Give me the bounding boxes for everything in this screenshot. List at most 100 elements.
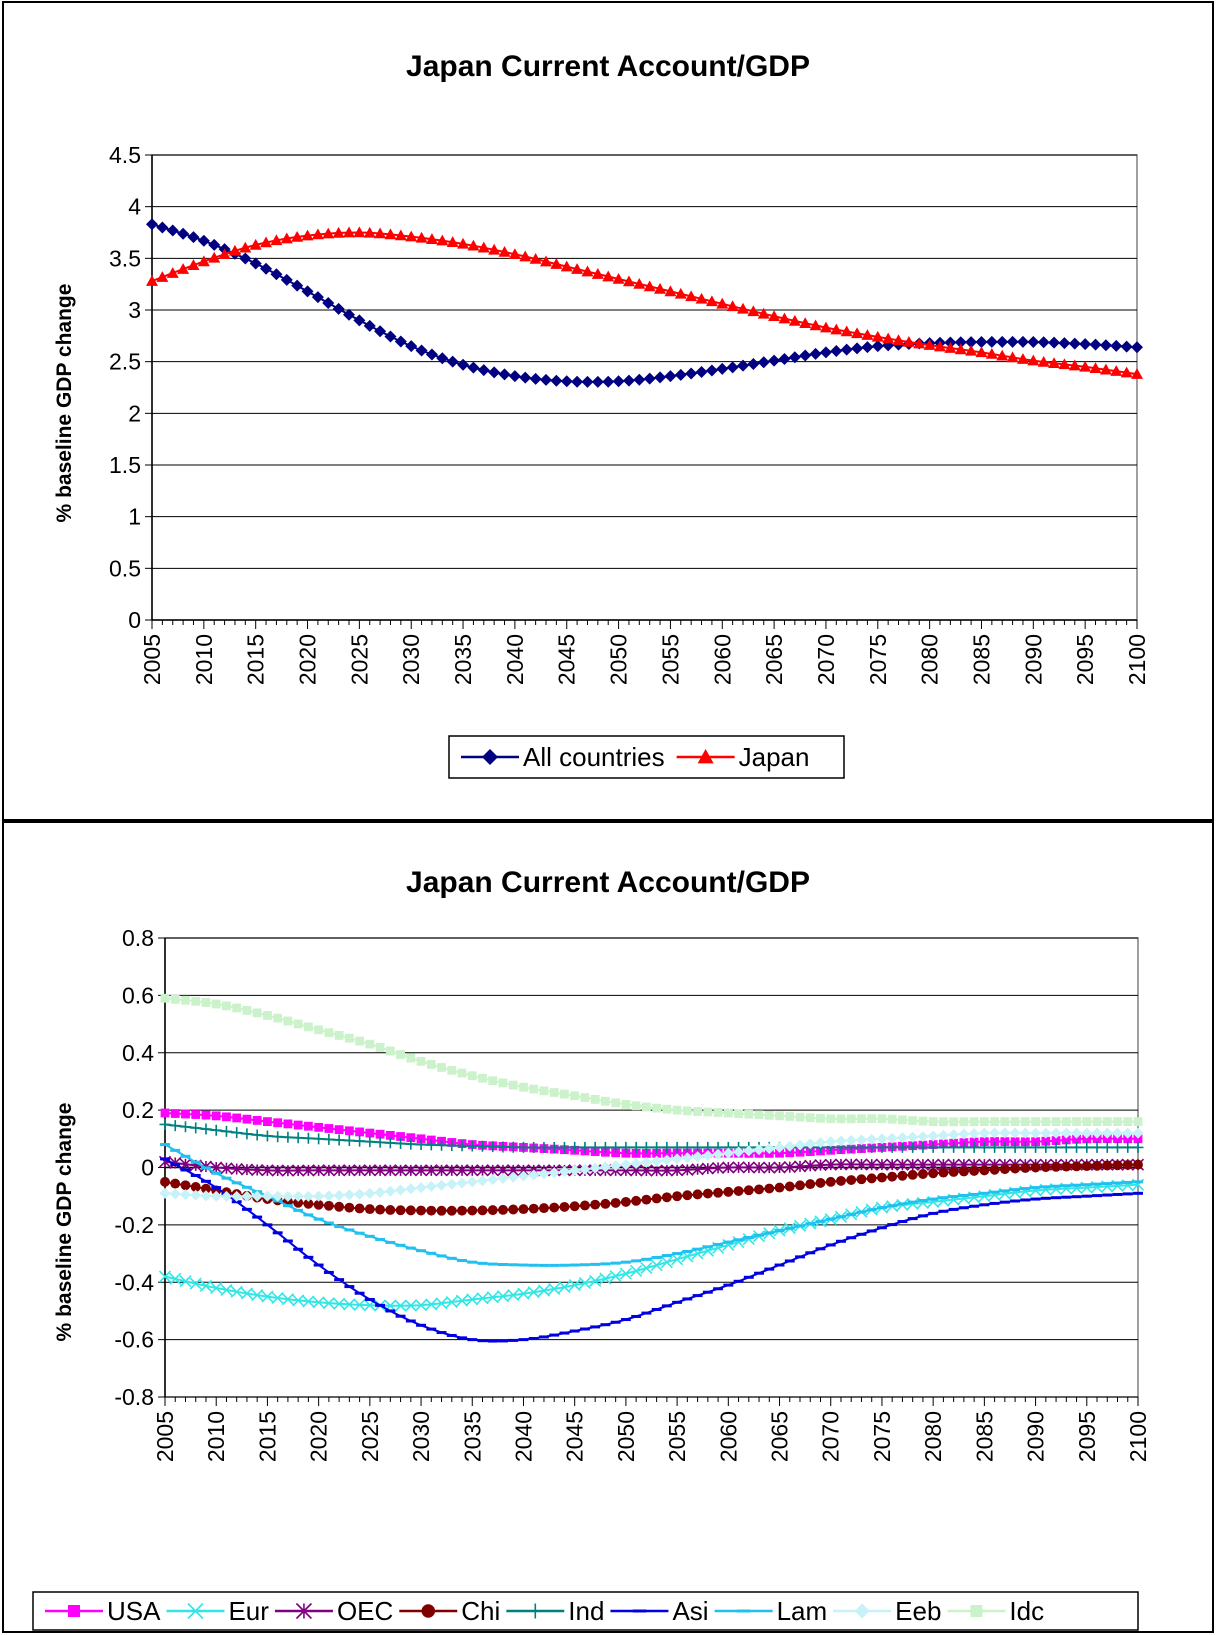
data-point <box>876 1226 887 1230</box>
data-point <box>692 1247 703 1251</box>
data-point <box>498 1204 508 1215</box>
data-point <box>416 1249 427 1253</box>
data-point <box>558 1281 571 1294</box>
data-point <box>156 221 169 234</box>
data-point <box>519 1082 528 1092</box>
data-point <box>1050 1141 1062 1153</box>
data-point <box>589 1274 602 1287</box>
data-point <box>737 302 749 314</box>
data-point <box>457 1068 467 1078</box>
data-point <box>916 1158 929 1171</box>
data-point <box>177 263 190 274</box>
data-point <box>415 344 428 357</box>
data-point <box>650 1164 663 1177</box>
data-point <box>261 1190 273 1202</box>
data-point <box>671 1164 684 1177</box>
data-point <box>477 364 490 377</box>
legend-item-OEC: OEC <box>274 1596 393 1626</box>
data-point <box>231 1181 242 1185</box>
data-point <box>1019 1141 1031 1153</box>
data-point <box>579 1327 590 1331</box>
data-point <box>344 1202 355 1213</box>
data-point <box>323 1270 334 1274</box>
data-point <box>1132 1127 1144 1139</box>
data-point <box>855 1134 867 1146</box>
data-point <box>569 1201 580 1212</box>
data-point <box>917 1131 929 1143</box>
data-point <box>365 1128 375 1138</box>
data-point <box>313 1217 324 1221</box>
data-point <box>323 1200 334 1211</box>
data-point <box>975 336 988 349</box>
data-point <box>385 1046 395 1056</box>
data-point <box>1081 1194 1092 1198</box>
data-point <box>374 325 387 338</box>
data-point <box>569 1141 581 1153</box>
data-point <box>446 236 459 247</box>
y-tick-label: -0.2 <box>114 1212 154 1238</box>
data-point <box>744 1109 754 1119</box>
legend-item-USA: USA <box>45 1596 161 1626</box>
data-point <box>282 1239 293 1243</box>
data-point <box>436 234 449 246</box>
data-point <box>630 1157 642 1169</box>
data-point <box>293 1197 304 1208</box>
data-point <box>282 1190 294 1202</box>
data-point <box>631 1314 642 1318</box>
data-point <box>825 1136 837 1148</box>
data-point <box>1092 1182 1102 1186</box>
data-point <box>291 230 304 242</box>
data-point <box>170 1109 180 1118</box>
data-point <box>218 248 231 260</box>
data-point <box>249 257 262 270</box>
data-point <box>938 1196 949 1200</box>
data-point <box>1030 1141 1042 1153</box>
data-point <box>334 1201 345 1212</box>
x-tick-label: 2060 <box>715 1411 741 1462</box>
data-point <box>311 228 324 240</box>
data-point <box>353 1164 366 1177</box>
data-point <box>928 1211 939 1215</box>
data-point <box>999 1141 1011 1153</box>
data-point <box>1113 1117 1122 1126</box>
data-point <box>156 271 169 282</box>
data-point <box>1133 1191 1143 1195</box>
data-point <box>664 370 677 383</box>
data-point <box>478 1073 487 1083</box>
data-point <box>652 1103 662 1113</box>
data-point <box>529 253 542 264</box>
data-point <box>702 1245 713 1249</box>
data-point <box>896 1141 908 1153</box>
data-point <box>365 1039 375 1049</box>
data-point <box>405 1246 416 1250</box>
data-point <box>768 354 781 367</box>
data-point <box>692 1151 704 1163</box>
data-point <box>695 292 708 304</box>
data-point <box>674 368 687 381</box>
data-point <box>785 1112 795 1121</box>
data-point <box>896 1132 908 1144</box>
data-point <box>795 1224 805 1228</box>
data-point <box>396 1050 405 1059</box>
data-point <box>620 1196 631 1207</box>
data-point <box>261 1164 274 1177</box>
data-point <box>251 1289 264 1302</box>
data-point <box>805 1251 816 1255</box>
data-point <box>364 1136 376 1148</box>
data-point <box>159 1118 171 1130</box>
data-point <box>486 1164 499 1177</box>
data-point <box>1102 1193 1113 1197</box>
data-point <box>795 1255 805 1259</box>
data-point <box>498 1339 508 1343</box>
data-point <box>702 1188 713 1199</box>
data-point <box>774 1263 785 1267</box>
data-point <box>1051 1196 1062 1200</box>
data-point <box>600 1262 611 1266</box>
data-point <box>560 260 573 272</box>
y-tick-label: 0.4 <box>122 1040 154 1066</box>
data-point <box>1019 1127 1031 1139</box>
data-point <box>989 1141 1001 1153</box>
data-point <box>1092 1160 1102 1171</box>
data-point <box>887 1204 898 1208</box>
y-tick-label: 0.2 <box>122 1097 154 1123</box>
